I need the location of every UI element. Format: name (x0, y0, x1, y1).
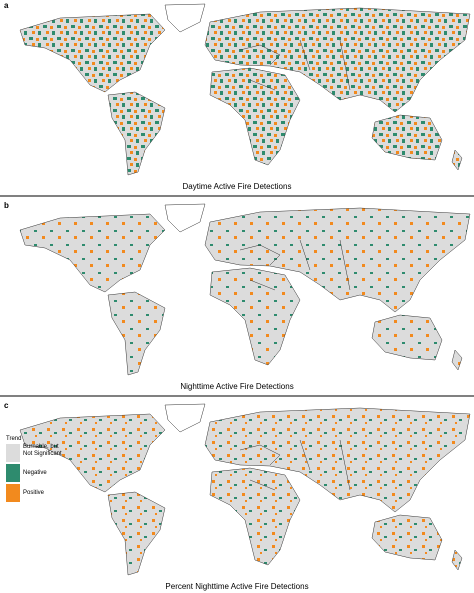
legend-label: Positive (23, 490, 45, 496)
legend-swatch (6, 444, 20, 462)
legend: Trend Burnable, but Not Significant Nega… (6, 436, 67, 502)
panel-a: a Daytime Active Fire Detections (0, 1, 474, 197)
panel-letter: c (4, 401, 9, 410)
panel-b: b Nighttime Active Fire Detections (0, 201, 474, 397)
legend-item: Burnable, but Not Significant (6, 444, 67, 462)
map (19, 203, 471, 376)
panel-caption: Percent Nighttime Active Fire Detections (165, 582, 308, 591)
map (19, 403, 471, 576)
legend-swatch (6, 484, 20, 502)
map (19, 3, 471, 176)
legend-label: Negative (23, 470, 47, 476)
panel-letter: a (4, 1, 9, 10)
panel-caption: Nighttime Active Fire Detections (180, 382, 293, 391)
legend-item: Positive (6, 484, 67, 502)
panel-letter: b (4, 201, 9, 210)
legend-item: Negative (6, 464, 67, 482)
legend-label: Burnable, but Not Significant (23, 444, 62, 457)
legend-swatch (6, 464, 20, 482)
panel-caption: Daytime Active Fire Detections (183, 182, 292, 191)
legend-title: Trend (6, 436, 22, 442)
panel-c: c Percent Nighttime Active Fire Detectio… (4, 401, 471, 591)
